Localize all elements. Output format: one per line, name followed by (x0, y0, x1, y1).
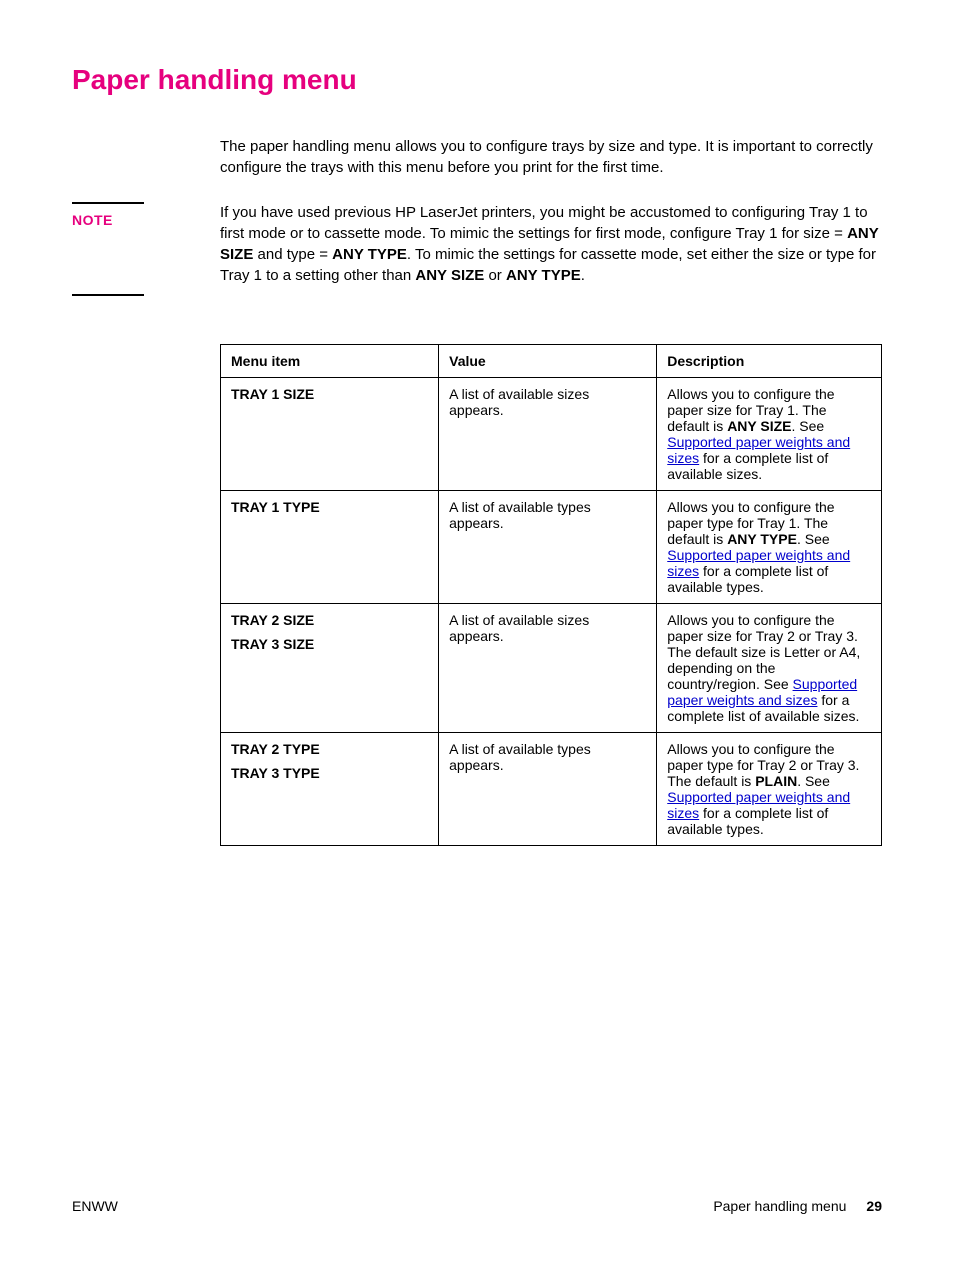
menu-item-label: TRAY 3 SIZE (231, 636, 428, 652)
desc-text: . See (797, 531, 830, 547)
cell-menu-item: TRAY 2 TYPE TRAY 3 TYPE (221, 733, 439, 846)
cell-value: A list of available types appears. (439, 733, 657, 846)
page-footer: ENWW Paper handling menu 29 (72, 1198, 882, 1214)
note-text-segment: . (581, 267, 585, 284)
desc-bold: ANY SIZE (727, 418, 791, 434)
note-text-segment: or (484, 267, 506, 284)
table-row: TRAY 1 TYPE A list of available types ap… (221, 491, 882, 604)
desc-bold: PLAIN (755, 773, 797, 789)
menu-item-label: TRAY 3 TYPE (231, 765, 428, 781)
cell-description: Allows you to configure the paper size f… (657, 604, 882, 733)
intro-paragraph: The paper handling menu allows you to co… (220, 136, 882, 178)
col-header-description: Description (657, 345, 882, 378)
note-block: NOTE If you have used previous HP LaserJ… (72, 202, 882, 304)
table-row: TRAY 2 SIZE TRAY 3 SIZE A list of availa… (221, 604, 882, 733)
menu-item-label: TRAY 2 SIZE (231, 612, 428, 628)
col-header-menu-item: Menu item (221, 345, 439, 378)
footer-section-label: Paper handling menu (713, 1198, 846, 1214)
cell-description: Allows you to configure the paper type f… (657, 733, 882, 846)
note-rule-bottom (72, 294, 144, 296)
table-row: TRAY 1 SIZE A list of available sizes ap… (221, 378, 882, 491)
col-header-value: Value (439, 345, 657, 378)
menu-item-label: TRAY 1 SIZE (231, 386, 428, 402)
page-title: Paper handling menu (72, 64, 882, 96)
note-bold: ANY TYPE (332, 246, 407, 263)
cell-description: Allows you to configure the paper type f… (657, 491, 882, 604)
cell-description: Allows you to configure the paper size f… (657, 378, 882, 491)
desc-bold: ANY TYPE (727, 531, 797, 547)
menu-item-label: TRAY 2 TYPE (231, 741, 428, 757)
menu-table: Menu item Value Description TRAY 1 SIZE … (220, 344, 882, 846)
note-sidebar: NOTE (72, 202, 220, 304)
page-number: 29 (866, 1198, 882, 1214)
cell-value: A list of available sizes appears. (439, 378, 657, 491)
menu-item-label: TRAY 1 TYPE (231, 499, 428, 515)
cell-menu-item: TRAY 1 TYPE (221, 491, 439, 604)
note-text-segment: and type = (253, 246, 332, 263)
page: Paper handling menu The paper handling m… (0, 0, 954, 1270)
footer-left: ENWW (72, 1198, 118, 1214)
note-label: NOTE (72, 212, 220, 228)
cell-value: A list of available sizes appears. (439, 604, 657, 733)
note-bold: ANY SIZE (415, 267, 484, 284)
cell-menu-item: TRAY 2 SIZE TRAY 3 SIZE (221, 604, 439, 733)
footer-right: Paper handling menu 29 (713, 1198, 882, 1214)
menu-table-wrap: Menu item Value Description TRAY 1 SIZE … (220, 344, 882, 846)
note-rule-top (72, 202, 144, 204)
cell-value: A list of available types appears. (439, 491, 657, 604)
desc-text: . See (797, 773, 830, 789)
table-row: TRAY 2 TYPE TRAY 3 TYPE A list of availa… (221, 733, 882, 846)
desc-text: . See (792, 418, 825, 434)
note-text-segment: If you have used previous HP LaserJet pr… (220, 204, 868, 242)
cell-menu-item: TRAY 1 SIZE (221, 378, 439, 491)
table-header-row: Menu item Value Description (221, 345, 882, 378)
note-text: If you have used previous HP LaserJet pr… (220, 202, 882, 304)
note-bold: ANY TYPE (506, 267, 581, 284)
